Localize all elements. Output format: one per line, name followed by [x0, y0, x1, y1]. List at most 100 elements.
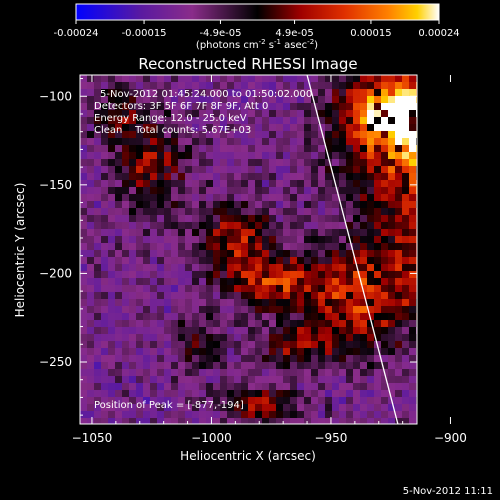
- heatmap-cell: [206, 271, 214, 279]
- heatmap-cell: [297, 215, 305, 223]
- heatmap-cell: [339, 411, 347, 419]
- heatmap-cell: [290, 110, 298, 118]
- heatmap-cell: [304, 411, 312, 419]
- heatmap-cell: [94, 103, 102, 111]
- heatmap-cell: [227, 355, 235, 363]
- heatmap-cell: [129, 96, 137, 104]
- heatmap-cell: [276, 194, 284, 202]
- heatmap-cell: [381, 82, 389, 90]
- heatmap-cell: [115, 124, 123, 132]
- heatmap-cell: [143, 313, 151, 321]
- heatmap-cell: [402, 145, 410, 153]
- heatmap-cell: [157, 124, 165, 132]
- heatmap-cell: [108, 348, 116, 356]
- heatmap-cell: [199, 145, 207, 153]
- heatmap-cell: [157, 180, 165, 188]
- heatmap-cell: [101, 250, 109, 258]
- heatmap-cell: [360, 243, 368, 251]
- heatmap-cell: [206, 327, 214, 335]
- heatmap-cell: [192, 243, 200, 251]
- heatmap-cell: [290, 194, 298, 202]
- heatmap-cell: [388, 299, 396, 307]
- heatmap-cell: [304, 257, 312, 265]
- heatmap-cell: [234, 201, 242, 209]
- heatmap-cell: [402, 96, 410, 104]
- heatmap-cell: [164, 89, 172, 97]
- heatmap-cell: [143, 82, 151, 90]
- heatmap-cell: [178, 194, 186, 202]
- heatmap-cell: [304, 138, 312, 146]
- heatmap-cell: [276, 243, 284, 251]
- heatmap-cell: [94, 264, 102, 272]
- heatmap-cell: [220, 418, 228, 424]
- heatmap-cell: [374, 376, 382, 384]
- heatmap-cell: [234, 271, 242, 279]
- heatmap-cell: [129, 201, 137, 209]
- heatmap-cell: [374, 320, 382, 328]
- heatmap-cell: [108, 208, 116, 216]
- heatmap-cell: [234, 222, 242, 230]
- heatmap-cell: [269, 250, 277, 258]
- heatmap-cell: [129, 264, 137, 272]
- heatmap-cell: [332, 271, 340, 279]
- heatmap-cell: [276, 117, 284, 125]
- heatmap-cell: [283, 376, 291, 384]
- heatmap-cell: [129, 82, 137, 90]
- heatmap-cell: [241, 348, 249, 356]
- heatmap-cell: [339, 243, 347, 251]
- heatmap-cell: [220, 397, 228, 405]
- heatmap-cell: [213, 152, 221, 160]
- heatmap-cell: [164, 376, 172, 384]
- heatmap-cell: [332, 404, 340, 412]
- heatmap-cell: [115, 383, 123, 391]
- heatmap-cell: [108, 138, 116, 146]
- heatmap-cell: [178, 313, 186, 321]
- heatmap-cell: [171, 222, 179, 230]
- heatmap-cell: [388, 117, 396, 125]
- heatmap-cell: [262, 166, 270, 174]
- heatmap-cell: [395, 369, 403, 377]
- heatmap-cell: [325, 75, 333, 83]
- heatmap-cell: [374, 173, 382, 181]
- heatmap-cell: [80, 404, 88, 412]
- heatmap-cell: [269, 327, 277, 335]
- heatmap-cell: [213, 103, 221, 111]
- heatmap-cell: [234, 334, 242, 342]
- heatmap-cell: [269, 82, 277, 90]
- heatmap-cell: [367, 159, 375, 167]
- heatmap-cell: [395, 292, 403, 300]
- heatmap-cell: [220, 341, 228, 349]
- heatmap-cell: [101, 229, 109, 237]
- heatmap-cell: [339, 383, 347, 391]
- heatmap-cell: [332, 299, 340, 307]
- heatmap-cell: [129, 257, 137, 265]
- heatmap-cell: [304, 103, 312, 111]
- heatmap-cell: [255, 187, 263, 195]
- heatmap-cell: [143, 250, 151, 258]
- heatmap-cell: [395, 124, 403, 132]
- heatmap-cell: [311, 278, 319, 286]
- heatmap-cell: [367, 138, 375, 146]
- heatmap-cell: [402, 306, 410, 314]
- heatmap-cell: [262, 89, 270, 97]
- heatmap-cell: [157, 131, 165, 139]
- heatmap-cell: [381, 187, 389, 195]
- heatmap-cell: [108, 194, 116, 202]
- heatmap-cell: [360, 299, 368, 307]
- heatmap-cell: [80, 236, 88, 244]
- heatmap-cell: [339, 229, 347, 237]
- heatmap-cell: [395, 103, 403, 111]
- heatmap-cell: [402, 404, 410, 412]
- heatmap-cell: [213, 292, 221, 300]
- heatmap-cell: [80, 75, 88, 83]
- heatmap-cell: [332, 376, 340, 384]
- heatmap-cell: [129, 103, 137, 111]
- heatmap-cell: [332, 145, 340, 153]
- heatmap-cell: [192, 103, 200, 111]
- heatmap-cell: [304, 334, 312, 342]
- heatmap-cell: [325, 96, 333, 104]
- heatmap-cell: [304, 152, 312, 160]
- heatmap-cell: [80, 257, 88, 265]
- heatmap-cell: [241, 355, 249, 363]
- heatmap-cell: [185, 236, 193, 244]
